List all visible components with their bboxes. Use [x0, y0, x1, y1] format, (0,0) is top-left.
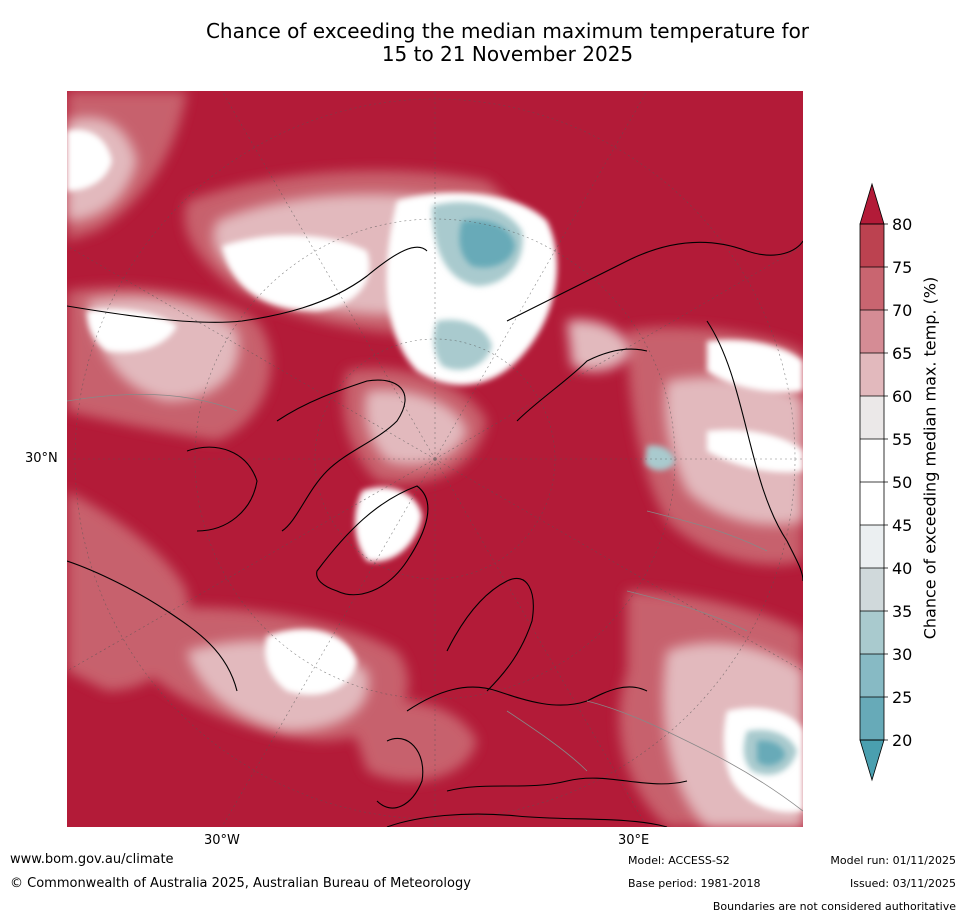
coastline-scandinavia — [446, 578, 534, 692]
colorbar-bin-65-70 — [860, 310, 884, 353]
coastline-asia-east — [706, 320, 803, 582]
coastline-pacific-nw — [67, 560, 238, 692]
coastline-asia-arctic — [506, 240, 803, 322]
colorbar-extend-over — [859, 182, 885, 225]
colorbar-tick-label-20: 20 — [892, 731, 912, 750]
colorbar-bin-75-80 — [860, 224, 884, 267]
colorbar-bin-45-50 — [860, 482, 884, 525]
coastline-greenland — [316, 485, 429, 596]
coastline-north-america — [67, 246, 428, 323]
title-line-2: 15 to 21 November 2025 — [381, 42, 634, 66]
colorbar-extend-under — [859, 739, 885, 782]
colorbar-bin-25-30 — [860, 654, 884, 697]
colorbar-tick-label-60: 60 — [892, 387, 912, 406]
title-line-1: Chance of exceeding the median maximum t… — [205, 19, 810, 43]
colorbar-tick-label-65: 65 — [892, 344, 912, 363]
coastline-iberia — [376, 737, 424, 809]
probability-map — [67, 91, 803, 827]
colorbar-bin-40-45 — [860, 525, 884, 568]
colorbar-tick-label-50: 50 — [892, 473, 912, 492]
colorbar-bin-20-25 — [860, 697, 884, 740]
footer-website[interactable]: www.bom.gov.au/climate — [10, 852, 174, 867]
coastlines — [67, 240, 803, 827]
colorbar-tick-label-75: 75 — [892, 258, 912, 277]
colorbar-bin-35-40 — [860, 568, 884, 611]
coastline-hudson — [186, 446, 258, 532]
colorbar-bin-50-55 — [860, 439, 884, 482]
colorbar: 20 25 30 35 40 45 50 55 60 65 70 75 80 — [850, 178, 965, 788]
footer-disclaimer: Boundaries are not considered authoritat… — [712, 900, 956, 913]
colorbar-tick-label-40: 40 — [892, 559, 912, 578]
colorbar-tick-label-70: 70 — [892, 301, 912, 320]
coastline-arctic-canada — [276, 379, 406, 532]
colorbar-tick-label-35: 35 — [892, 602, 912, 621]
country-borders — [67, 394, 803, 812]
footer-base-period: Base period: 1981-2018 — [628, 877, 761, 890]
coastline-med — [446, 777, 688, 792]
colorbar-bin-55-60 — [860, 396, 884, 439]
colorbar-bin-30-35 — [860, 611, 884, 654]
graticule — [67, 91, 803, 827]
colorbar-bin-60-65 — [860, 353, 884, 396]
map-svg — [67, 91, 803, 827]
footer-issued: Issued: 03/11/2025 — [849, 877, 956, 890]
coastline-europe — [406, 686, 648, 712]
lat-label-30n: 30°N — [25, 451, 58, 466]
zone-20-30 — [459, 219, 785, 766]
colorbar-tick-label-80: 80 — [892, 215, 912, 234]
footer-model: Model: ACCESS-S2 — [628, 854, 730, 867]
colorbar-tick-label-30: 30 — [892, 645, 912, 664]
lon-label-30w: 30°W — [204, 833, 240, 848]
chart-title: Chance of exceeding the median maximum t… — [150, 20, 865, 66]
lon-label-30e: 30°E — [618, 833, 650, 848]
footer-copyright: © Commonwealth of Australia 2025, Austra… — [10, 876, 471, 891]
colorbar-tick-label-45: 45 — [892, 516, 912, 535]
coastline-africa — [386, 813, 668, 827]
colorbar-tick-label-25: 25 — [892, 688, 912, 707]
footer-model-run: Model run: 01/11/2025 — [830, 854, 956, 867]
colorbar-bin-70-75 — [860, 267, 884, 310]
colorbar-tick-label-55: 55 — [892, 430, 912, 449]
zone-45-55 — [67, 129, 803, 813]
colorbar-svg: 20 25 30 35 40 45 50 55 60 65 70 75 80 — [859, 182, 912, 782]
colorbar-label: Chance of exceeding median max. temp. (%… — [920, 276, 940, 640]
coastline-siberia — [516, 348, 648, 422]
